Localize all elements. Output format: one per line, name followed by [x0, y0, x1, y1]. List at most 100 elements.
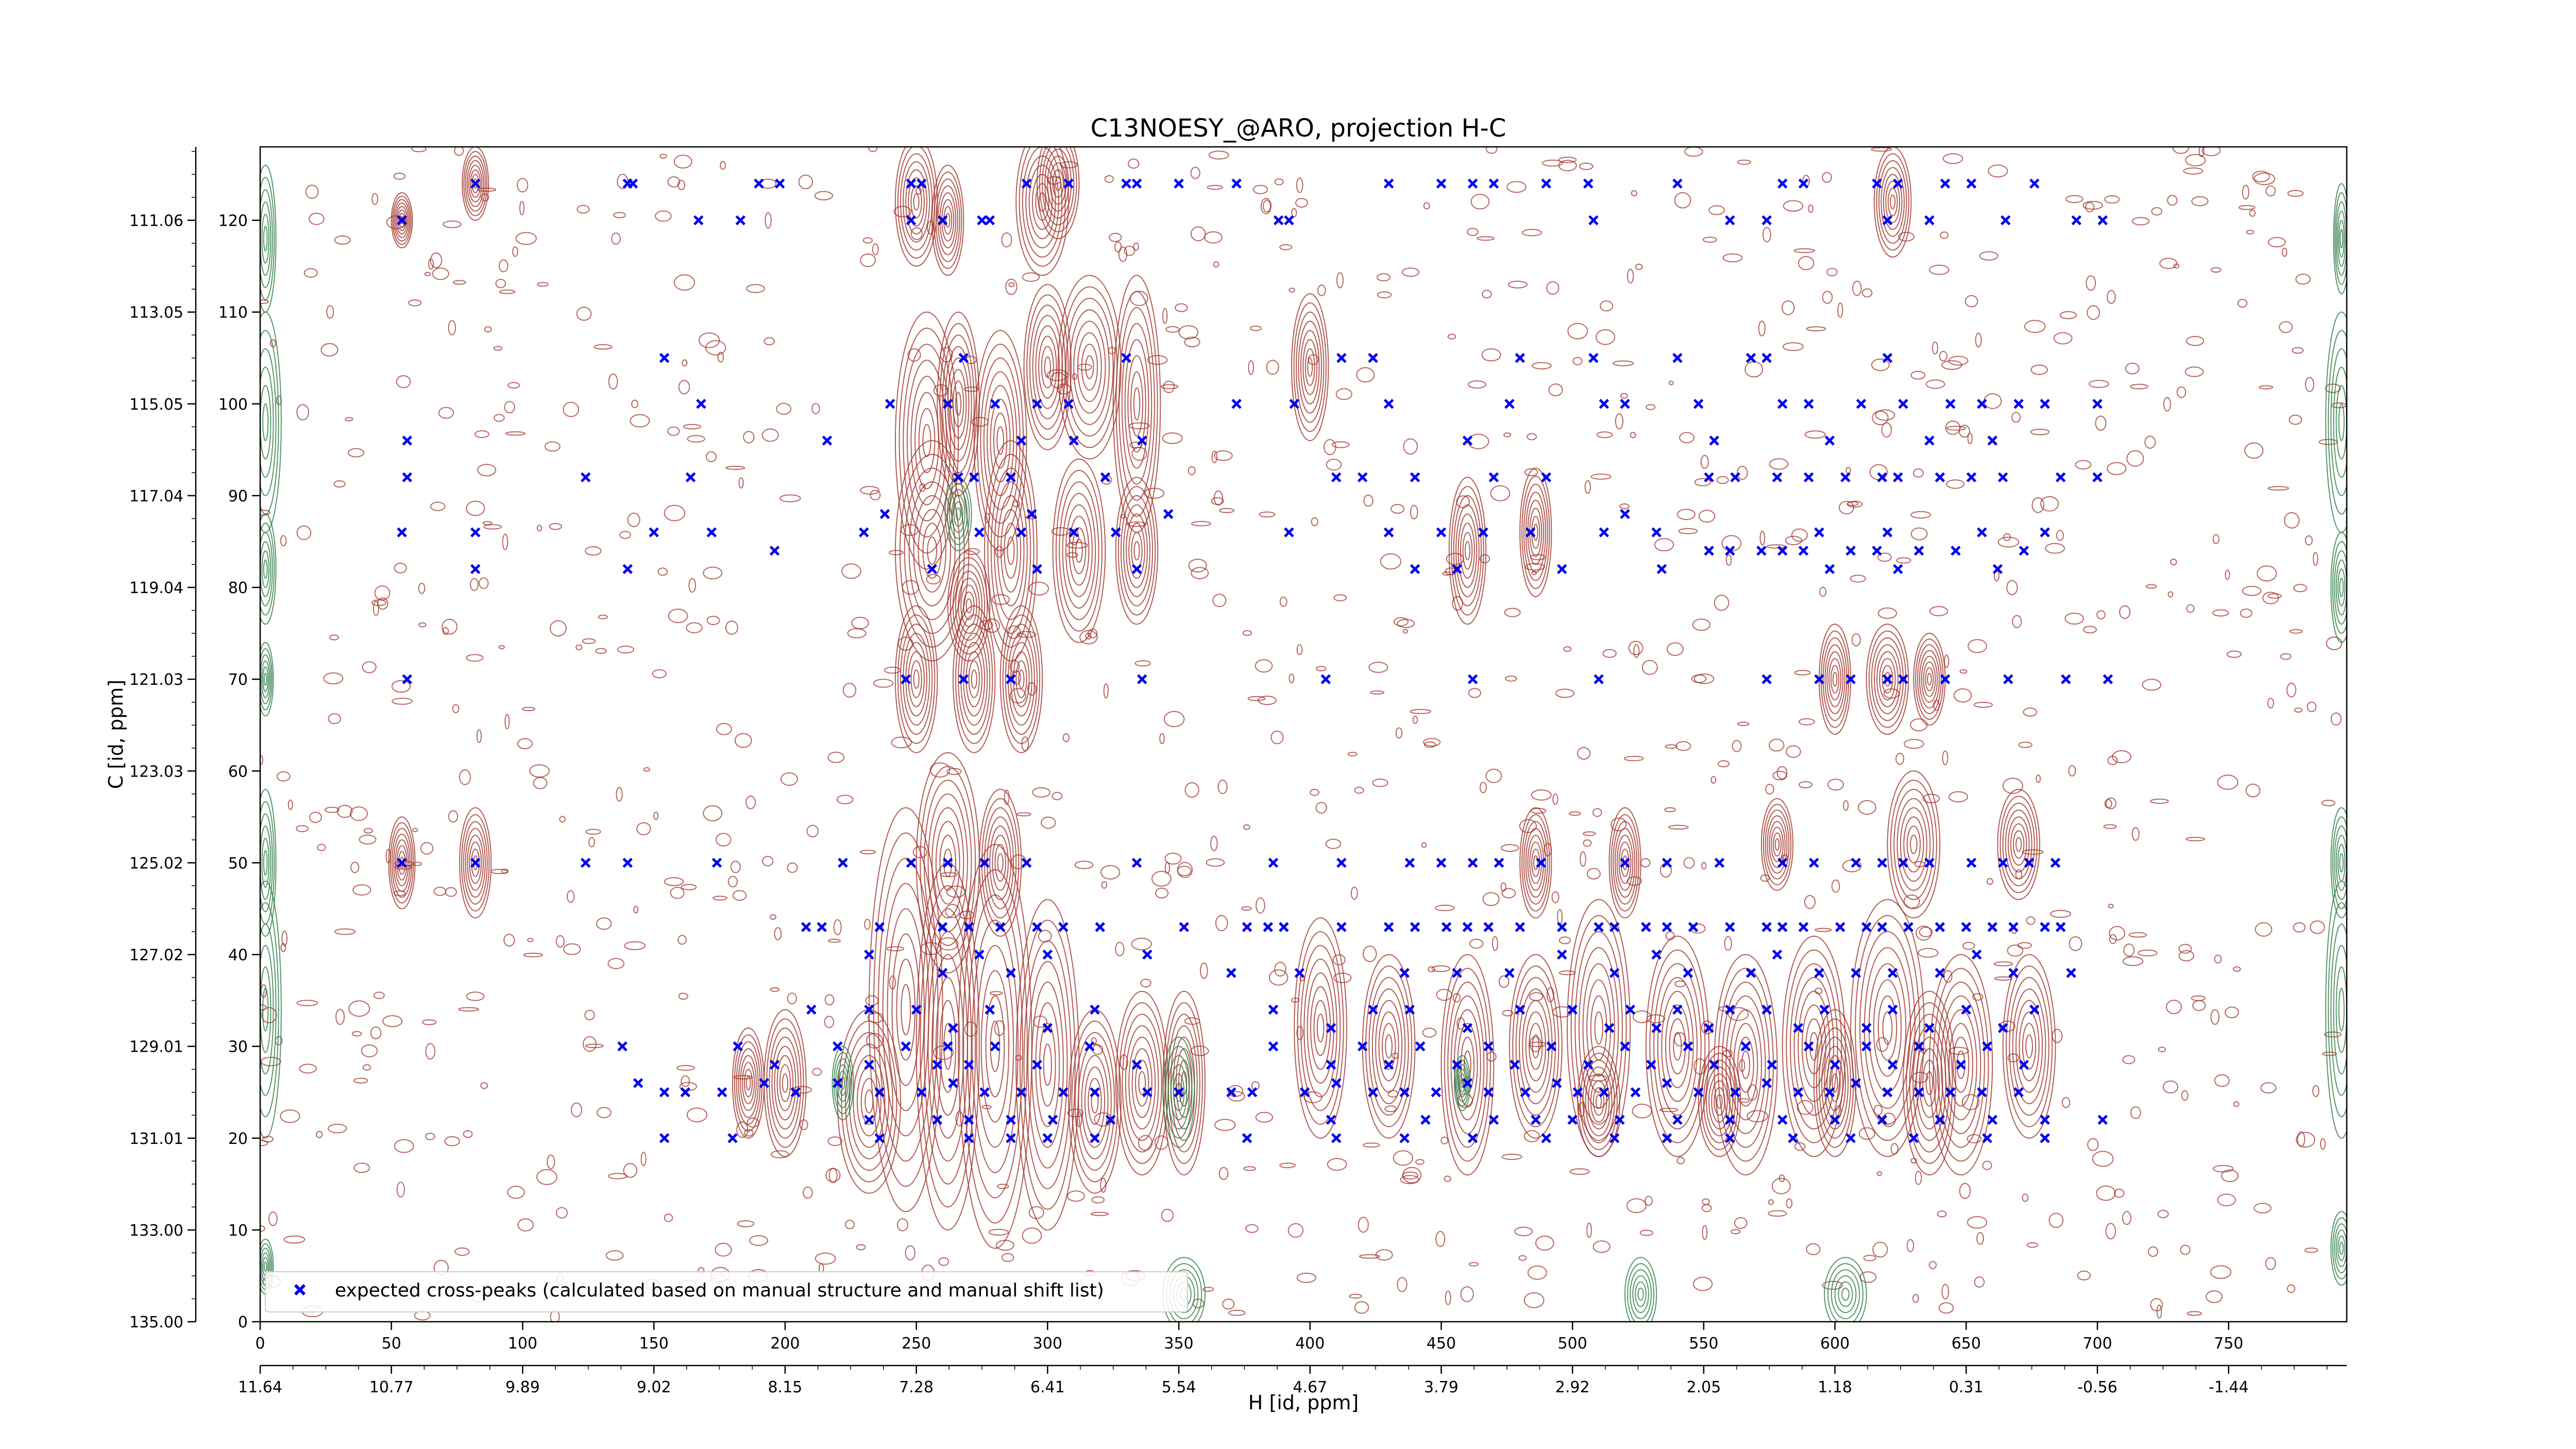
noise-contour [1410, 504, 1418, 519]
cross-peak-marker [1131, 564, 1142, 575]
cross-peak-marker [1383, 527, 1394, 537]
y-tick-label: 0 [238, 1313, 248, 1332]
cross-peak-marker [1615, 1115, 1625, 1125]
noise-contour [1349, 1293, 1362, 1299]
cross-peak-marker [1977, 527, 1987, 537]
noise-contour [2296, 1132, 2315, 1148]
peak-contour [1293, 302, 1327, 432]
peak-contour [1316, 1014, 1325, 1042]
cross-peak-marker [1294, 968, 1305, 978]
cross-peak-marker [801, 922, 811, 932]
peak-contour [1296, 311, 1325, 423]
peak-contour [1915, 638, 1944, 720]
cross-peak-marker [1777, 1115, 1788, 1125]
peak-contour [993, 412, 1008, 469]
noise-contour [929, 762, 951, 778]
noise-contour [1986, 878, 1993, 885]
cross-peak-marker [1231, 178, 1242, 189]
cross-peak-marker [1913, 1087, 1924, 1098]
noise-contour [776, 402, 792, 415]
x-ppm-tick-label: 9.02 [637, 1378, 671, 1396]
noise-contour [1052, 791, 1063, 801]
noise-contour [1683, 857, 1695, 869]
peak-contour [1890, 194, 1896, 210]
noise-contour [1377, 273, 1391, 282]
cross-peak-marker [1604, 1023, 1615, 1033]
noise-contour [296, 1000, 318, 1006]
cross-peak-marker [2071, 215, 2082, 226]
noise-contour [2163, 397, 2171, 412]
noise-contour [1798, 256, 1815, 271]
peak-contour [1029, 305, 1066, 430]
negative-contour [1162, 1036, 1195, 1148]
peak-contour [1043, 1043, 1052, 1086]
peak-contour [1131, 1048, 1153, 1118]
negative-contour [1173, 1073, 1185, 1111]
x-tick-label: 0 [255, 1335, 265, 1353]
noise-contour [2214, 954, 2222, 964]
noise-contour [1794, 1142, 1806, 1151]
cross-peak-marker [2097, 215, 2108, 226]
peak-contour [1004, 523, 1018, 579]
noise-contour [1731, 1229, 1741, 1235]
noise-contour [517, 1218, 534, 1232]
noise-contour [893, 206, 911, 217]
cross-peak-marker [1520, 1087, 1531, 1098]
negative-contour [1834, 1275, 1857, 1313]
cross-peak-marker [685, 472, 696, 483]
noise-contour [1523, 1130, 1540, 1142]
cross-peak-marker [1672, 352, 1683, 363]
noise-contour [678, 992, 688, 1000]
noise-contour [725, 620, 738, 635]
peak-contour [1767, 815, 1788, 874]
noise-contour [296, 825, 309, 832]
negative-contour [1170, 1064, 1188, 1121]
noise-contour [333, 480, 346, 488]
noise-contour [2096, 1185, 2116, 1201]
noise-contour [555, 935, 565, 948]
noise-contour [2211, 267, 2222, 273]
cross-peak-marker [1651, 1023, 1662, 1033]
noise-contour [1452, 596, 1463, 611]
peak-contour [1464, 541, 1470, 561]
noise-contour [281, 931, 288, 947]
peak-contour [900, 153, 933, 251]
cross-peak-marker [470, 564, 481, 575]
negative-contour [2333, 183, 2347, 294]
negative-contour [2325, 881, 2347, 1139]
peak-contour [1031, 982, 1064, 1148]
peak-contour [987, 816, 1014, 909]
peak-contour [891, 933, 920, 1086]
cross-peak-marker [1110, 527, 1121, 537]
peak-contour [960, 633, 988, 726]
peak-contour [1529, 1023, 1543, 1070]
cross-peak-marker [969, 472, 979, 483]
peak-contour [1455, 504, 1480, 597]
noise-contour [582, 638, 596, 644]
peak-contour [471, 848, 480, 878]
cross-peak-marker [963, 1133, 974, 1143]
noise-contour [2324, 1031, 2342, 1038]
noise-contour [1783, 342, 1804, 351]
peak-contour [469, 841, 482, 884]
noise-contour [2061, 1097, 2071, 1108]
cross-peak-marker [1693, 398, 1704, 409]
peak-contour [958, 624, 991, 735]
peak-contour [939, 192, 956, 248]
cross-peak-marker [1924, 435, 1935, 446]
noise-contour [1228, 1309, 1246, 1316]
cross-peak-marker [649, 527, 659, 537]
noise-contour [1332, 954, 1346, 966]
noise-contour [745, 795, 756, 810]
y-ppm-tick-label: 133.00 [129, 1222, 183, 1240]
peak-contour [1519, 807, 1552, 919]
noise-contour [1665, 744, 1677, 749]
noise-contour [350, 862, 360, 873]
noise-contour [1910, 511, 1931, 519]
peak-contour [2025, 1034, 2033, 1058]
cross-peak-marker [1814, 968, 1824, 978]
noise-contour [2082, 626, 2097, 634]
peak-contour [1302, 339, 1318, 395]
noise-contour [1505, 676, 1517, 682]
